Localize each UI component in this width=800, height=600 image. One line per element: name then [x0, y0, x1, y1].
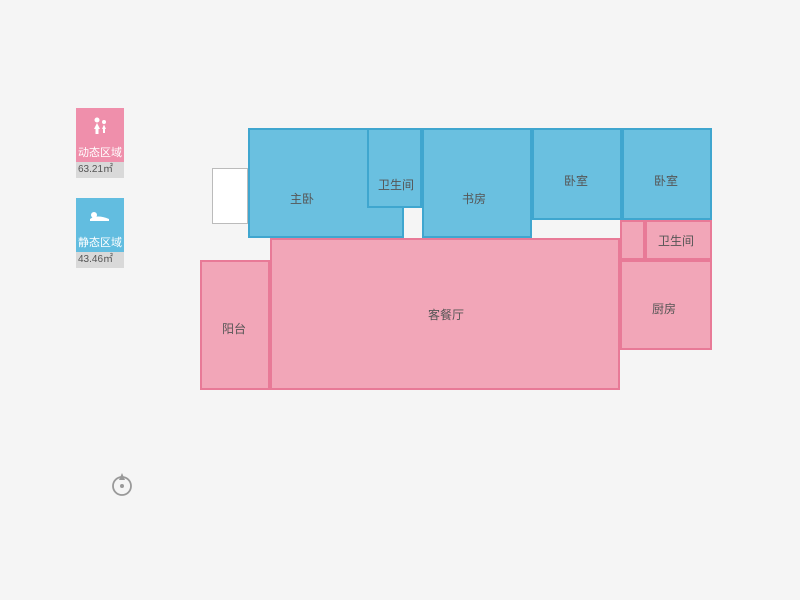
- legend-dynamic: 动态区域 63.21㎡: [76, 108, 124, 178]
- room-label-balcony: 阳台: [222, 320, 246, 337]
- room-label-bedroom-2: 卧室: [654, 172, 678, 189]
- sleep-icon: [87, 206, 113, 226]
- legend-dynamic-title: 动态区域: [76, 144, 124, 162]
- room-label-bathroom-2: 卫生间: [658, 232, 694, 249]
- room-label-bedroom-1: 卧室: [564, 172, 588, 189]
- compass-icon: [108, 470, 136, 498]
- room-corridor: [620, 220, 645, 260]
- legend-static-value: 43.46㎡: [76, 252, 124, 268]
- room-study: [422, 128, 532, 238]
- legend-static-badge: [76, 198, 124, 234]
- entrance-gap: [620, 390, 660, 398]
- balcony-railing: [212, 168, 248, 224]
- people-icon: [88, 114, 112, 138]
- room-bathroom-1: [367, 128, 422, 208]
- legend-static: 静态区域 43.46㎡: [76, 198, 124, 268]
- room-label-bathroom-1: 卫生间: [378, 176, 414, 193]
- room-label-master-bedroom: 主卧: [290, 190, 314, 207]
- legend-static-title: 静态区域: [76, 234, 124, 252]
- floorplan: 主卧卫生间书房卧室卧室阳台客餐厅厨房卫生间: [200, 120, 760, 430]
- room-label-living-dining: 客餐厅: [428, 306, 464, 323]
- legend-dynamic-badge: [76, 108, 124, 144]
- room-label-kitchen: 厨房: [652, 300, 676, 317]
- room-label-study: 书房: [462, 190, 486, 207]
- legend-dynamic-value: 63.21㎡: [76, 162, 124, 178]
